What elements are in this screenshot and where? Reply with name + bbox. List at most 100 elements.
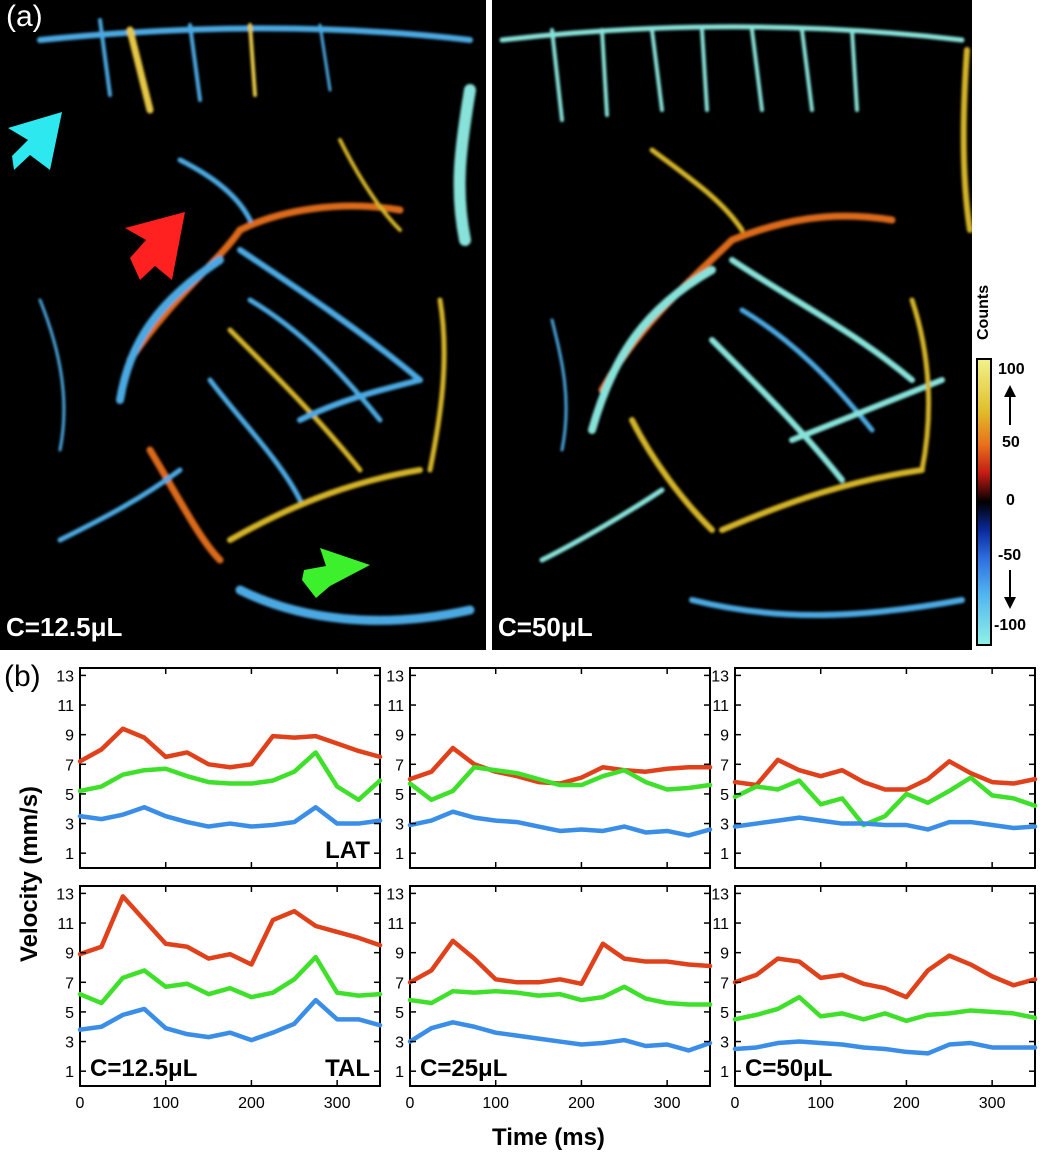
x-tick-label: 300 xyxy=(324,1095,351,1112)
x-tick-label: 0 xyxy=(76,1095,85,1112)
series-line-red-lat-1 xyxy=(77,726,383,770)
x-tick-label: 0 xyxy=(731,1095,740,1112)
left-image-concentration-label: C=12.5μL xyxy=(6,612,123,642)
y-tick-label: 3 xyxy=(395,1035,404,1052)
series-line-blue-lat-2 xyxy=(407,809,713,838)
colorbar xyxy=(976,358,992,646)
colorbar-tick-neg50: -50 xyxy=(998,547,1022,564)
y-tick-label: 9 xyxy=(65,946,74,963)
angiogram-right-image: C=50μL xyxy=(492,0,972,650)
y-tick-label: 11 xyxy=(387,916,404,933)
y-tick-label: 5 xyxy=(65,787,74,804)
y-tick-label: 9 xyxy=(395,728,404,745)
y-tick-label: 7 xyxy=(720,975,729,992)
series-line-green-tal-2 xyxy=(407,984,713,1007)
green-arrow xyxy=(302,548,370,598)
x-tick-label: 100 xyxy=(152,1095,179,1112)
concentration-label-1: C=12.5μL xyxy=(90,1055,197,1082)
colorbar-arrows xyxy=(1004,385,1016,609)
series-line-green-lat-1 xyxy=(77,750,383,803)
x-tick-label: 300 xyxy=(979,1095,1006,1112)
series-line-green-tal-1 xyxy=(77,954,383,1006)
y-tick-label: 1 xyxy=(65,1064,74,1081)
y-tick-label: 11 xyxy=(57,916,74,933)
x-tick-label: 300 xyxy=(654,1095,681,1112)
y-tick-label: 11 xyxy=(387,698,404,715)
concentration-label-3: C=50μL xyxy=(745,1055,832,1082)
red-arrow xyxy=(125,212,185,280)
y-tick-label: 1 xyxy=(720,846,729,863)
vessel-map-right xyxy=(499,24,972,618)
y-tick-label: 9 xyxy=(720,946,729,963)
series-line-green-tal-3 xyxy=(732,994,1038,1024)
x-axis-label: Time (ms) xyxy=(492,1124,605,1151)
y-tick-label: 7 xyxy=(65,975,74,992)
up-arrow-icon xyxy=(1004,385,1016,425)
y-tick-label: 13 xyxy=(56,668,74,685)
colorbar-title: Counts xyxy=(975,284,992,340)
y-tick-label: 1 xyxy=(65,846,74,863)
y-tick-label: 3 xyxy=(720,817,729,834)
series-line-red-tal-1 xyxy=(77,894,383,967)
y-tick-label: 5 xyxy=(720,787,729,804)
y-tick-label: 5 xyxy=(395,787,404,804)
chart-frame-tal-2 xyxy=(409,885,711,1087)
y-tick-label: 3 xyxy=(65,817,74,834)
angiogram-left-image: (a) C=12.5μL xyxy=(0,0,486,650)
y-tick-label: 7 xyxy=(720,757,729,774)
x-tick-label: 0 xyxy=(406,1095,415,1112)
y-tick-label: 13 xyxy=(56,886,74,903)
y-tick-label: 3 xyxy=(395,817,404,834)
concentration-label-2: C=25μL xyxy=(420,1055,507,1082)
x-tick-label: 200 xyxy=(568,1095,595,1112)
y-tick-label: 3 xyxy=(720,1035,729,1052)
series-line-green-lat-2 xyxy=(407,765,713,803)
series-line-blue-tal-2 xyxy=(407,1020,713,1053)
y-tick-label: 7 xyxy=(395,757,404,774)
panel-b-label: (b) xyxy=(4,660,41,693)
y-tick-label: 13 xyxy=(386,668,404,685)
y-tick-label: 9 xyxy=(395,946,404,963)
series-line-blue-lat-1 xyxy=(77,805,383,829)
series-line-blue-tal-3 xyxy=(732,1039,1038,1056)
y-tick-label: 7 xyxy=(395,975,404,992)
y-tick-label: 1 xyxy=(395,846,404,863)
y-tick-label: 9 xyxy=(720,728,729,745)
x-tick-label: 100 xyxy=(482,1095,509,1112)
vessel-map-left xyxy=(8,18,476,625)
colorbar-tick-neg100: -100 xyxy=(994,617,1027,634)
colorbar-tick-100: 100 xyxy=(998,361,1025,378)
series-line-green-lat-3 xyxy=(732,775,1038,828)
cyan-arrow xyxy=(8,112,62,170)
y-tick-label: 13 xyxy=(386,886,404,903)
y-tick-label: 9 xyxy=(65,728,74,745)
series-line-red-lat-3 xyxy=(732,757,1038,792)
series-line-red-tal-2 xyxy=(407,938,713,987)
y-tick-label: 13 xyxy=(711,668,729,685)
panel-a-label: (a) xyxy=(6,0,43,33)
y-tick-label: 11 xyxy=(57,698,74,715)
y-tick-label: 13 xyxy=(711,886,729,903)
x-tick-label: 200 xyxy=(893,1095,920,1112)
y-tick-label: 5 xyxy=(720,1005,729,1022)
colorbar-tick-0: 0 xyxy=(1006,492,1015,509)
series-line-red-tal-3 xyxy=(732,953,1038,1000)
y-tick-label: 1 xyxy=(720,1064,729,1081)
y-tick-label: 1 xyxy=(395,1064,404,1081)
y-tick-label: 11 xyxy=(712,916,729,933)
right-image-concentration-label: C=50μL xyxy=(498,612,593,642)
y-tick-label: 5 xyxy=(395,1005,404,1022)
series-line-blue-tal-1 xyxy=(77,997,383,1043)
down-arrow-icon xyxy=(1004,570,1016,609)
x-tick-label: 100 xyxy=(807,1095,834,1112)
row-label-lat: LAT xyxy=(325,837,370,864)
row-label-tal: TAL xyxy=(325,1055,370,1082)
x-tick-label: 200 xyxy=(238,1095,265,1112)
y-tick-label: 3 xyxy=(65,1035,74,1052)
chart-frame-lat-3 xyxy=(734,667,1036,869)
colorbar-tick-50: 50 xyxy=(1002,434,1020,451)
y-tick-label: 11 xyxy=(712,698,729,715)
y-tick-label: 5 xyxy=(65,1005,74,1022)
series-line-blue-lat-3 xyxy=(732,815,1038,832)
